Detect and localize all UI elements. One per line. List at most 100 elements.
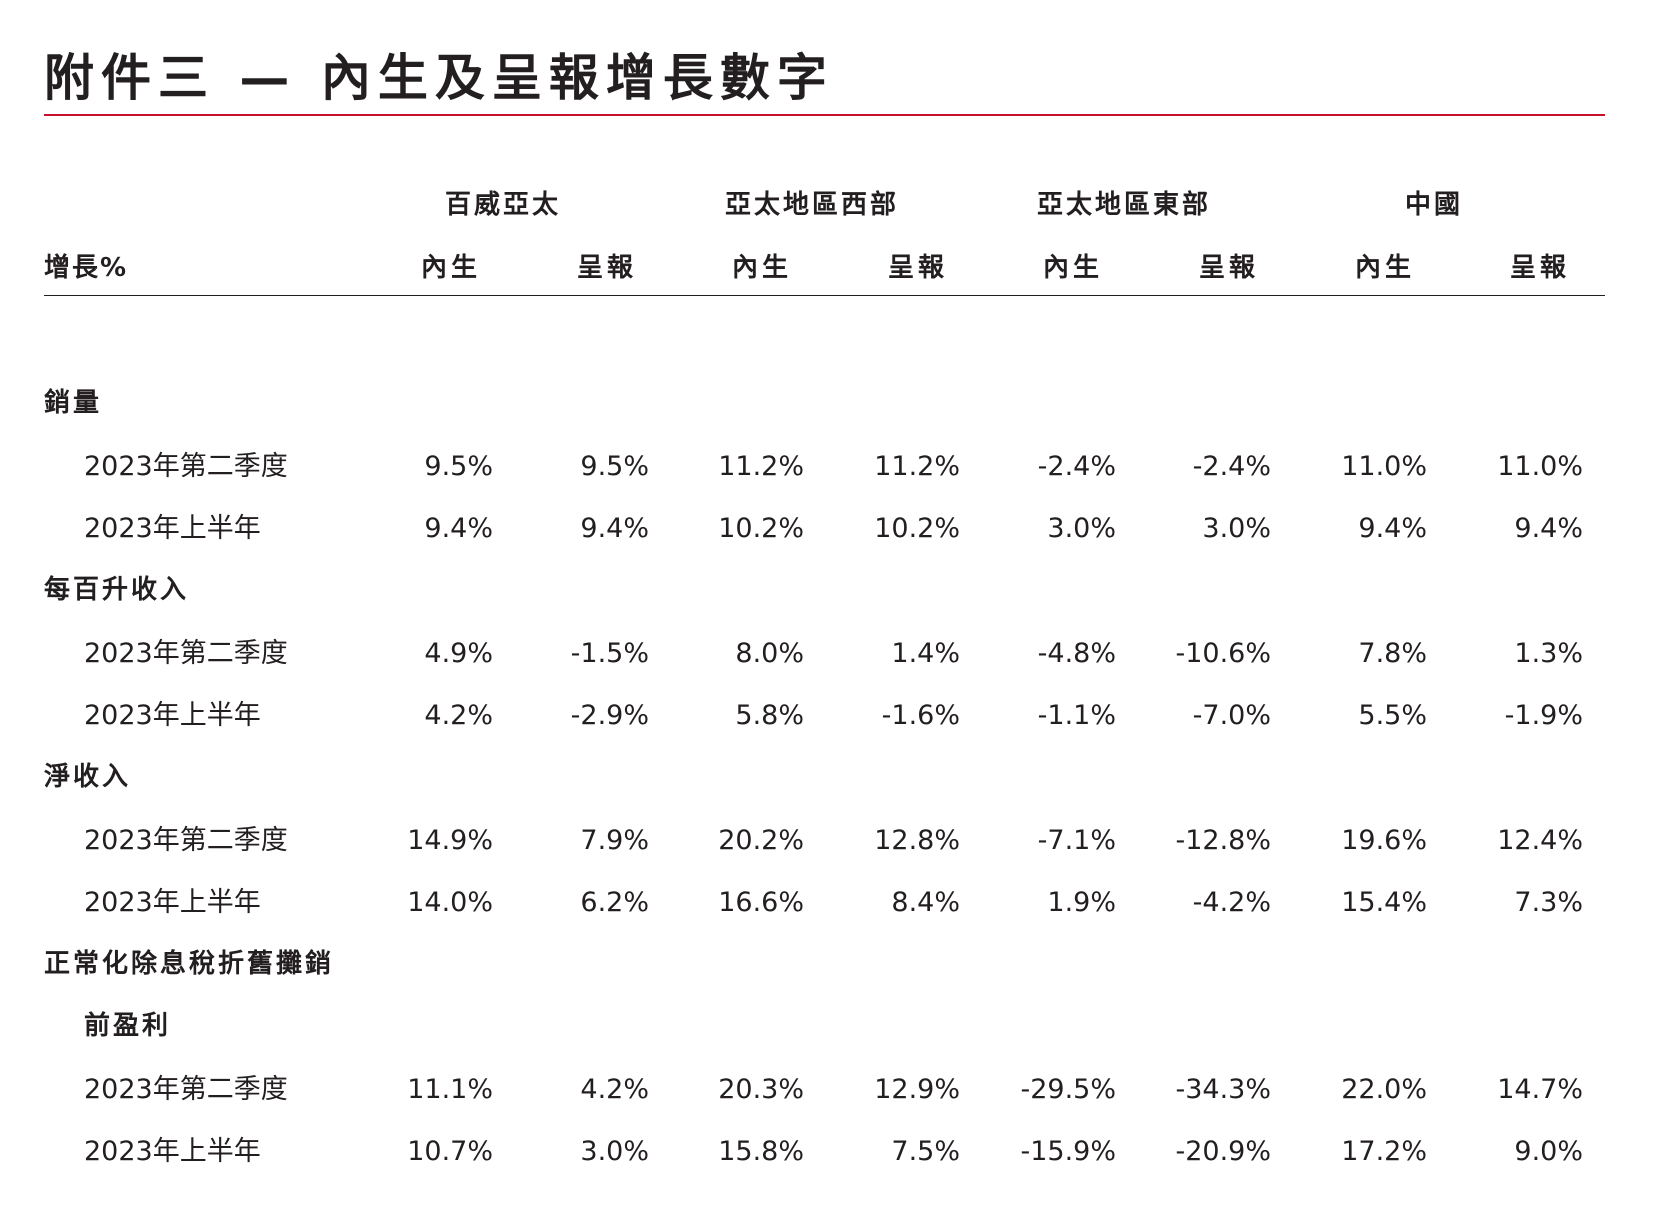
cell-value: 22.0% xyxy=(1341,1074,1427,1105)
cell-value: 7.9% xyxy=(580,825,649,856)
cell-value: 1.4% xyxy=(891,638,960,669)
section-label-revenue-per-hl: 每百升收入 xyxy=(44,575,190,605)
title-divider xyxy=(44,114,1605,116)
cell-value: 5.5% xyxy=(1358,700,1427,731)
table-row: 2023年上半年 10.7% 3.0% 15.8% 7.5% -15.9% -2… xyxy=(0,1134,1658,1174)
cell-value: 20.3% xyxy=(718,1074,804,1105)
cell-value: 4.2% xyxy=(424,700,493,731)
row-label: 2023年上半年 xyxy=(84,700,261,731)
col-head-organic: 內生 xyxy=(1042,253,1103,283)
cell-value: 5.8% xyxy=(735,700,804,731)
cell-value: 10.7% xyxy=(407,1136,493,1167)
cell-value: 14.7% xyxy=(1497,1074,1583,1105)
cell-value: -1.5% xyxy=(570,638,649,669)
cell-value: 11.0% xyxy=(1341,451,1427,482)
cell-value: 19.6% xyxy=(1341,825,1427,856)
table-row: 2023年第二季度 11.1% 4.2% 20.3% 12.9% -29.5% … xyxy=(0,1072,1658,1112)
col-head-reported: 呈報 xyxy=(1509,253,1570,283)
region-header-apac-west: 亞太地區西部 xyxy=(724,190,899,220)
cell-value: 16.6% xyxy=(718,887,804,918)
table-row: 2023年第二季度 9.5% 9.5% 11.2% 11.2% -2.4% -2… xyxy=(0,449,1658,489)
cell-value: 12.9% xyxy=(874,1074,960,1105)
cell-value: -12.8% xyxy=(1175,825,1271,856)
cell-value: 7.8% xyxy=(1358,638,1427,669)
cell-value: 7.5% xyxy=(891,1136,960,1167)
col-head-organic: 內生 xyxy=(420,253,481,283)
col-head-organic: 內生 xyxy=(731,253,792,283)
cell-value: 15.8% xyxy=(718,1136,804,1167)
cell-value: -2.9% xyxy=(570,700,649,731)
cell-value: -7.0% xyxy=(1192,700,1271,731)
cell-value: 10.2% xyxy=(718,513,804,544)
cell-value: 9.5% xyxy=(424,451,493,482)
cell-value: 6.2% xyxy=(580,887,649,918)
cell-value: 3.0% xyxy=(580,1136,649,1167)
cell-value: 8.4% xyxy=(891,887,960,918)
region-header-budweiser-apac: 百威亞太 xyxy=(444,190,561,220)
row-label: 2023年上半年 xyxy=(84,1136,261,1167)
page-title: 附件三 — 內生及呈報增長數字 xyxy=(44,49,834,107)
cell-value: 10.2% xyxy=(874,513,960,544)
cell-value: -7.1% xyxy=(1037,825,1116,856)
row-label: 2023年第二季度 xyxy=(84,638,288,669)
cell-value: 11.2% xyxy=(718,451,804,482)
cell-value: 11.2% xyxy=(874,451,960,482)
row-label: 2023年上半年 xyxy=(84,887,261,918)
cell-value: 9.4% xyxy=(424,513,493,544)
cell-value: 12.4% xyxy=(1497,825,1583,856)
cell-value: 3.0% xyxy=(1047,513,1116,544)
cell-value: 4.9% xyxy=(424,638,493,669)
cell-value: -15.9% xyxy=(1020,1136,1116,1167)
cell-value: 3.0% xyxy=(1202,513,1271,544)
cell-value: 9.4% xyxy=(580,513,649,544)
cell-value: 12.8% xyxy=(874,825,960,856)
cell-value: 1.3% xyxy=(1514,638,1583,669)
cell-value: -2.4% xyxy=(1037,451,1116,482)
cell-value: 9.0% xyxy=(1514,1136,1583,1167)
cell-value: -1.6% xyxy=(881,700,960,731)
cell-value: 7.3% xyxy=(1514,887,1583,918)
cell-value: 15.4% xyxy=(1341,887,1427,918)
cell-value: 14.9% xyxy=(407,825,493,856)
row-label: 2023年上半年 xyxy=(84,513,261,544)
cell-value: 9.4% xyxy=(1358,513,1427,544)
cell-value: 14.0% xyxy=(407,887,493,918)
cell-value: -20.9% xyxy=(1175,1136,1271,1167)
cell-value: 20.2% xyxy=(718,825,804,856)
header-divider xyxy=(44,295,1605,296)
row-label: 2023年第二季度 xyxy=(84,1074,288,1105)
cell-value: -34.3% xyxy=(1175,1074,1271,1105)
table-row: 2023年上半年 4.2% -2.9% 5.8% -1.6% -1.1% -7.… xyxy=(0,698,1658,738)
section-sublabel-normalized-ebitda: 前盈利 xyxy=(84,1011,172,1041)
row-label: 2023年第二季度 xyxy=(84,451,288,482)
table-row: 2023年第二季度 14.9% 7.9% 20.2% 12.8% -7.1% -… xyxy=(0,823,1658,863)
cell-value: 4.2% xyxy=(580,1074,649,1105)
cell-value: 9.4% xyxy=(1514,513,1583,544)
cell-value: -1.1% xyxy=(1037,700,1116,731)
col-head-reported: 呈報 xyxy=(576,253,637,283)
table-row: 2023年第二季度 4.9% -1.5% 8.0% 1.4% -4.8% -10… xyxy=(0,636,1658,676)
cell-value: 8.0% xyxy=(735,638,804,669)
cell-value: -4.8% xyxy=(1037,638,1116,669)
cell-value: 9.5% xyxy=(580,451,649,482)
col-head-reported: 呈報 xyxy=(1198,253,1259,283)
cell-value: 11.0% xyxy=(1497,451,1583,482)
table-row: 2023年上半年 9.4% 9.4% 10.2% 10.2% 3.0% 3.0%… xyxy=(0,511,1658,551)
section-label-normalized-ebitda: 正常化除息稅折舊攤銷 xyxy=(44,949,335,979)
table-row: 2023年上半年 14.0% 6.2% 16.6% 8.4% 1.9% -4.2… xyxy=(0,885,1658,925)
cell-value: 17.2% xyxy=(1341,1136,1427,1167)
cell-value: -10.6% xyxy=(1175,638,1271,669)
cell-value: -4.2% xyxy=(1192,887,1271,918)
cell-value: -1.9% xyxy=(1504,700,1583,731)
section-label-volume: 銷量 xyxy=(44,388,103,418)
row-label: 2023年第二季度 xyxy=(84,825,288,856)
col-head-reported: 呈報 xyxy=(887,253,948,283)
region-header-china: 中國 xyxy=(1404,190,1463,220)
cell-value: -2.4% xyxy=(1192,451,1271,482)
cell-value: 11.1% xyxy=(407,1074,493,1105)
section-label-net-revenue: 淨收入 xyxy=(44,762,132,792)
region-header-apac-east: 亞太地區東部 xyxy=(1036,190,1211,220)
cell-value: -29.5% xyxy=(1020,1074,1116,1105)
cell-value: 1.9% xyxy=(1047,887,1116,918)
growth-percent-label: 增長% xyxy=(44,253,129,283)
